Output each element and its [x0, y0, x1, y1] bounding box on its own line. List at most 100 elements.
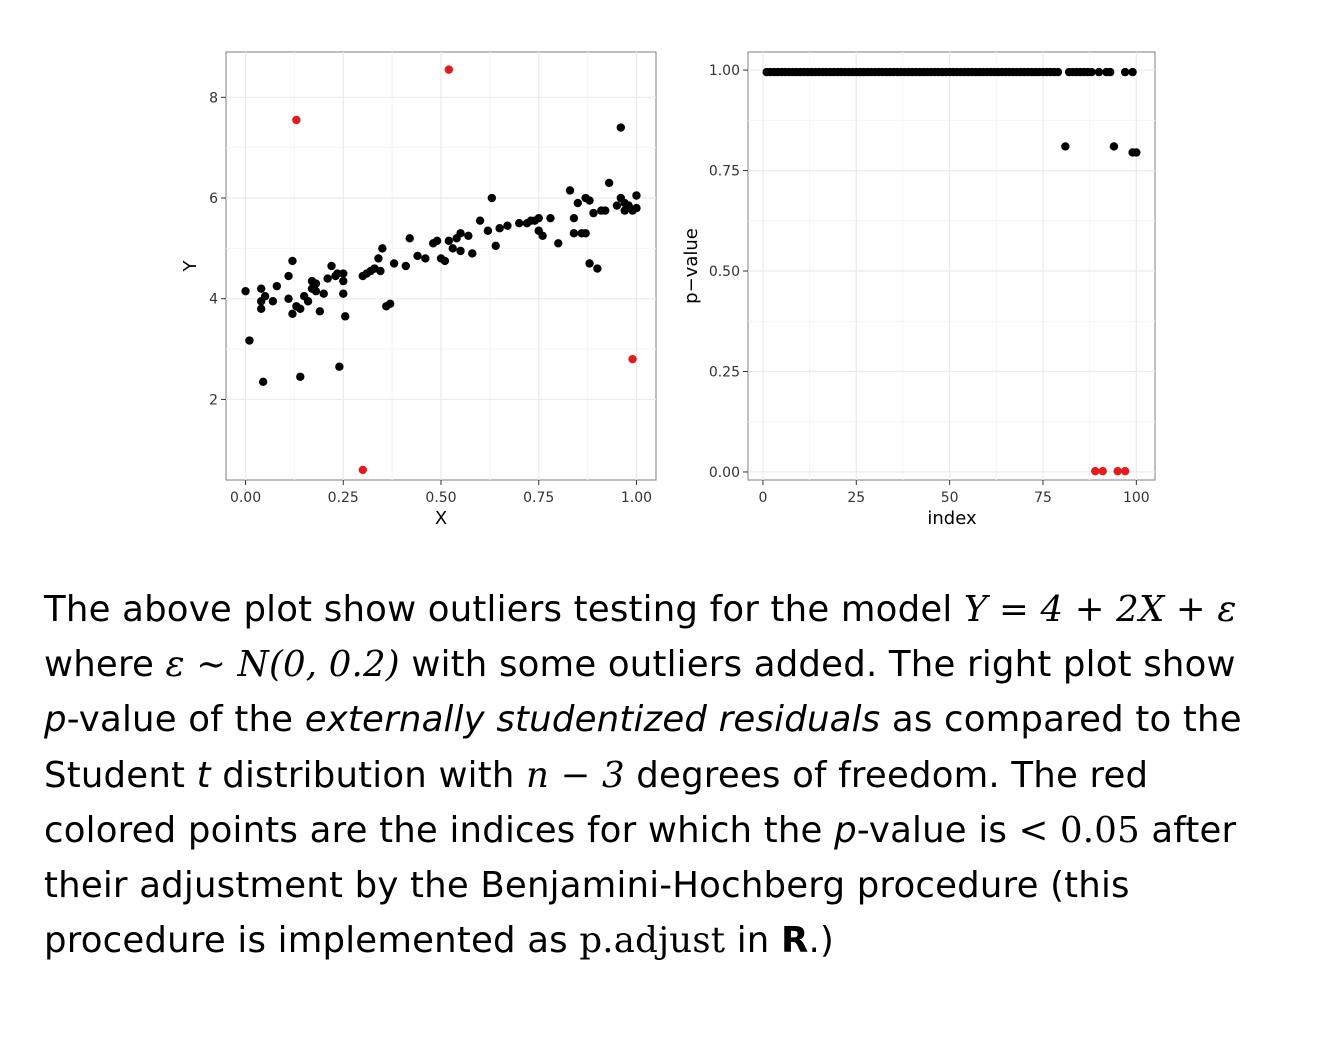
- y-tick-label: 1.00: [709, 63, 740, 79]
- data-point: [503, 221, 512, 230]
- data-point: [604, 178, 614, 188]
- data-point: [378, 244, 387, 253]
- caption-text: t: [196, 754, 211, 796]
- data-point: [440, 256, 450, 266]
- outlier-point: [358, 465, 368, 475]
- caption-math-model: Y = 4 + 2X + ε: [963, 589, 1237, 630]
- data-point: [632, 203, 641, 213]
- data-point: [487, 193, 497, 203]
- data-point: [256, 304, 266, 313]
- right-x-axis-title: index: [927, 508, 977, 529]
- data-point: [288, 256, 297, 266]
- data-point: [268, 297, 278, 306]
- outlier-point: [1098, 466, 1107, 476]
- x-tick-label: 0: [758, 490, 767, 506]
- data-point: [288, 309, 297, 319]
- data-point: [593, 264, 602, 273]
- data-point: [464, 231, 473, 240]
- caption-math-threshold: < 0.05: [1018, 809, 1140, 851]
- data-point: [1132, 148, 1141, 157]
- x-tick-label: 25: [847, 490, 865, 506]
- data-point: [569, 213, 579, 223]
- x-tick-label: 1.00: [621, 490, 652, 506]
- data-point: [468, 249, 477, 258]
- data-point: [323, 274, 332, 283]
- outlier-point: [444, 65, 454, 74]
- caption-emphasis: externally studentized residuals: [304, 699, 881, 741]
- data-point: [1094, 67, 1104, 77]
- x-tick-label: 75: [1034, 490, 1052, 506]
- data-point: [616, 123, 626, 132]
- data-point: [385, 299, 395, 308]
- data-point: [1061, 142, 1070, 151]
- data-point: [1105, 67, 1115, 77]
- caption-text: with some outliers added. The right plot…: [399, 644, 1236, 686]
- caption-text: -value is: [856, 809, 1019, 851]
- data-point: [327, 261, 336, 271]
- caption-line-1: The above plot show outliers testing for…: [44, 582, 1314, 637]
- left-y-ticks: 2 4 6 8: [209, 90, 226, 408]
- data-point: [311, 279, 321, 288]
- caption-text: procedure is implemented as: [44, 920, 580, 962]
- data-point: [612, 201, 622, 210]
- data-point: [256, 284, 266, 293]
- y-tick-label: 6: [209, 191, 218, 207]
- data-point: [389, 259, 399, 268]
- data-point: [573, 198, 583, 208]
- right-data-points: [762, 67, 1141, 476]
- caption-line-7: procedure is implemented as p.adjust in …: [44, 913, 1314, 968]
- data-point: [319, 289, 328, 298]
- data-point: [448, 244, 457, 253]
- caption-text: in: [725, 920, 781, 962]
- left-x-ticks: 0.00 0.25 0.50 0.75 1.00: [230, 480, 652, 506]
- caption-text: colored points are the indices for which…: [44, 809, 835, 851]
- y-tick-label: 8: [209, 90, 218, 106]
- data-point: [581, 229, 590, 238]
- data-point: [421, 254, 430, 263]
- data-point: [554, 239, 563, 248]
- caption-function-name: p.adjust: [579, 920, 726, 962]
- right-x-ticks: 0 25 50 75 100: [758, 480, 1150, 506]
- caption-text: Student: [44, 754, 197, 796]
- left-data-points: [241, 65, 641, 475]
- caption-text: their adjustment by the Benjamini-Hochbe…: [44, 865, 1130, 907]
- data-point: [339, 289, 348, 298]
- caption-text: after: [1139, 809, 1237, 851]
- caption-text: p: [44, 699, 67, 741]
- data-point: [335, 362, 344, 371]
- data-point: [376, 266, 385, 276]
- caption-text: as compared to the: [880, 699, 1242, 741]
- caption-text: distribution with: [210, 754, 527, 796]
- outlier-point: [628, 354, 637, 364]
- right-y-axis-title: p−value: [681, 228, 702, 304]
- caption-text: degrees of freedom. The red: [624, 754, 1149, 796]
- data-point: [1120, 67, 1130, 77]
- outlier-point: [1120, 466, 1130, 476]
- caption-line-4: Student t distribution with n − 3 degree…: [44, 748, 1314, 803]
- data-point: [475, 216, 485, 225]
- data-point: [413, 251, 422, 261]
- right-pvalue-plot: 0.00 0.25 0.50 0.75 1.00 0 25 50 75 100 index p−…: [681, 51, 1156, 529]
- y-tick-label: 0.50: [709, 264, 740, 280]
- caption-text: -value of the: [66, 699, 305, 741]
- data-point: [339, 276, 348, 286]
- data-point: [284, 294, 293, 303]
- caption-text: .): [808, 920, 835, 962]
- caption-math-error: ε ∼ N(0, 0.2): [165, 644, 400, 686]
- data-point: [315, 307, 325, 316]
- data-point: [538, 231, 547, 240]
- caption-line-2: where ε ∼ N(0, 0.2) with some outliers a…: [44, 637, 1314, 692]
- data-point: [258, 377, 268, 387]
- x-tick-label: 0.75: [523, 490, 554, 506]
- right-plot-panel: [747, 51, 1156, 481]
- caption-r-name: R: [780, 920, 809, 962]
- x-tick-label: 0.50: [425, 490, 456, 506]
- figure-caption: The above plot show outliers testing for…: [44, 582, 1314, 968]
- x-tick-label: 50: [941, 490, 959, 506]
- outlier-point: [1113, 466, 1122, 476]
- data-point: [405, 234, 414, 243]
- y-tick-label: 0.25: [709, 364, 740, 380]
- y-tick-label: 2: [209, 392, 218, 408]
- right-y-ticks: 0.00 0.25 0.50 0.75 1.00: [709, 63, 748, 481]
